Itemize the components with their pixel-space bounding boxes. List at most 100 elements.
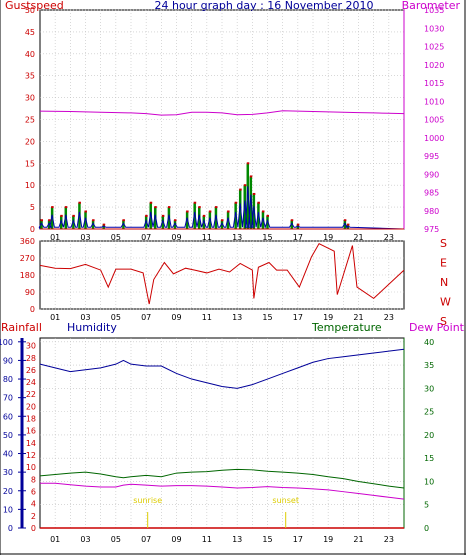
p3-rain-tick-label: 28 bbox=[26, 354, 36, 363]
p1-xtick-label: 07 bbox=[141, 233, 151, 242]
p2-xtick-label: 23 bbox=[384, 313, 394, 322]
wind-speed-line bbox=[38, 186, 405, 230]
p3-humidity-tick-label: 100 bbox=[0, 338, 13, 347]
p1-right-tick-label: 995 bbox=[424, 152, 439, 161]
p2-xtick-label: 21 bbox=[353, 313, 363, 322]
p2-compass-label: S bbox=[440, 237, 447, 250]
p1-xtick-label: 01 bbox=[50, 233, 60, 242]
p3-right-tick-label: 5 bbox=[424, 501, 429, 510]
p3-humidity-tick-label: 0 bbox=[8, 524, 13, 533]
p3-rain-tick-label: 0 bbox=[31, 524, 36, 533]
p1-left-tick-label: 10 bbox=[25, 181, 35, 190]
p3-humidity-tick-label: 60 bbox=[3, 412, 13, 421]
panel1-right-label: Barometer bbox=[402, 0, 461, 12]
p1-right-tick-label: 1015 bbox=[424, 79, 444, 88]
p2-left-tick-label: 270 bbox=[20, 254, 35, 263]
panel3-rain-label: Rainfall bbox=[1, 321, 42, 334]
temperature-line bbox=[39, 468, 405, 489]
sunset-label: sunset bbox=[272, 496, 299, 505]
p3-xtick-label: 11 bbox=[202, 535, 212, 544]
p1-left-tick-label: 40 bbox=[25, 50, 35, 59]
p3-xtick-label: 13 bbox=[232, 535, 242, 544]
p3-xtick-label: 19 bbox=[323, 535, 333, 544]
p3-rain-tick-label: 26 bbox=[26, 366, 36, 375]
p3-rain-tick-label: 20 bbox=[26, 402, 36, 411]
p2-xtick-label: 15 bbox=[262, 313, 272, 322]
p3-rain-tick-label: 10 bbox=[26, 463, 36, 472]
dew-point-line bbox=[40, 482, 405, 500]
p2-xtick-label: 07 bbox=[141, 313, 151, 322]
p2-xtick-label: 17 bbox=[293, 313, 303, 322]
panel3-humidity-label: Humidity bbox=[67, 321, 117, 334]
p3-xtick-label: 15 bbox=[262, 535, 272, 544]
p2-left-tick-label: 180 bbox=[20, 271, 35, 280]
p2-xtick-label: 13 bbox=[232, 313, 242, 322]
p1-xtick-label: 21 bbox=[353, 233, 363, 242]
p3-rain-tick-label: 16 bbox=[26, 427, 36, 436]
p1-right-tick-label: 975 bbox=[424, 225, 439, 234]
p3-right-tick-label: 0 bbox=[424, 524, 429, 533]
p2-compass-label: W bbox=[440, 296, 451, 309]
p2-compass-label: S bbox=[440, 315, 447, 328]
p3-rain-tick-label: 8 bbox=[31, 475, 36, 484]
p3-right-tick-label: 20 bbox=[424, 431, 434, 440]
p2-xtick-label: 19 bbox=[323, 313, 333, 322]
p3-xtick-label: 05 bbox=[111, 535, 121, 544]
p3-right-tick-label: 10 bbox=[424, 477, 434, 486]
p1-left-tick-label: 20 bbox=[25, 137, 35, 146]
p1-left-tick-label: 30 bbox=[25, 94, 35, 103]
p3-right-tick-label: 15 bbox=[424, 454, 434, 463]
p1-right-tick-label: 985 bbox=[424, 189, 439, 198]
p3-rain-tick-label: 22 bbox=[26, 390, 36, 399]
p3-right-tick-label: 35 bbox=[424, 361, 434, 370]
p1-left-tick-label: 0 bbox=[30, 225, 35, 234]
panel3-temp-label: Temperature bbox=[311, 321, 382, 334]
p1-left-tick-label: 15 bbox=[25, 159, 35, 168]
p1-left-tick-label: 25 bbox=[25, 116, 35, 125]
p3-humidity-tick-label: 30 bbox=[3, 468, 13, 477]
p3-right-tick-label: 40 bbox=[424, 338, 434, 347]
p3-right-tick-label: 30 bbox=[424, 384, 434, 393]
panel3-frame bbox=[39, 337, 405, 529]
p1-xtick-label: 09 bbox=[171, 233, 181, 242]
p1-right-tick-label: 980 bbox=[424, 207, 439, 216]
p3-humidity-tick-label: 20 bbox=[3, 487, 13, 496]
p3-rain-tick-label: 30 bbox=[26, 342, 36, 351]
p1-right-tick-label: 1030 bbox=[424, 24, 444, 33]
p1-xtick-label: 03 bbox=[80, 233, 90, 242]
p2-xtick-label: 01 bbox=[50, 313, 60, 322]
p3-xtick-label: 07 bbox=[141, 535, 151, 544]
p3-rain-tick-label: 24 bbox=[26, 378, 36, 387]
p3-humidity-tick-label: 80 bbox=[3, 375, 13, 384]
p3-humidity-tick-label: 70 bbox=[3, 394, 13, 403]
p2-xtick-label: 09 bbox=[171, 313, 181, 322]
wind-direction-line bbox=[39, 242, 405, 305]
p1-left-tick-label: 5 bbox=[30, 203, 35, 212]
p1-xtick-label: 19 bbox=[323, 233, 333, 242]
p3-xtick-label: 17 bbox=[293, 535, 303, 544]
p1-right-tick-label: 1010 bbox=[424, 97, 444, 106]
p2-left-tick-label: 360 bbox=[20, 237, 35, 246]
p1-right-tick-label: 1020 bbox=[424, 61, 444, 70]
barometer-line bbox=[39, 110, 405, 116]
panel1-left-label: Gustspeed bbox=[5, 0, 64, 12]
p2-left-tick-label: 0 bbox=[30, 305, 35, 314]
p3-humidity-tick-label: 40 bbox=[3, 450, 13, 459]
p3-xtick-label: 09 bbox=[171, 535, 181, 544]
p2-xtick-label: 05 bbox=[111, 313, 121, 322]
p1-right-tick-label: 1035 bbox=[424, 6, 444, 15]
p3-humidity-tick-label: 10 bbox=[3, 505, 13, 514]
p3-xtick-label: 21 bbox=[353, 535, 363, 544]
p2-compass-label: N bbox=[440, 276, 448, 289]
p3-rain-tick-label: 2 bbox=[31, 512, 36, 521]
p2-compass-label: E bbox=[440, 257, 447, 270]
p1-left-tick-label: 35 bbox=[25, 72, 35, 81]
humidity-line bbox=[39, 348, 405, 389]
p1-right-tick-label: 1000 bbox=[424, 134, 444, 143]
p2-xtick-label: 11 bbox=[202, 313, 212, 322]
p3-right-tick-label: 25 bbox=[424, 408, 434, 417]
p1-xtick-label: 13 bbox=[232, 233, 242, 242]
